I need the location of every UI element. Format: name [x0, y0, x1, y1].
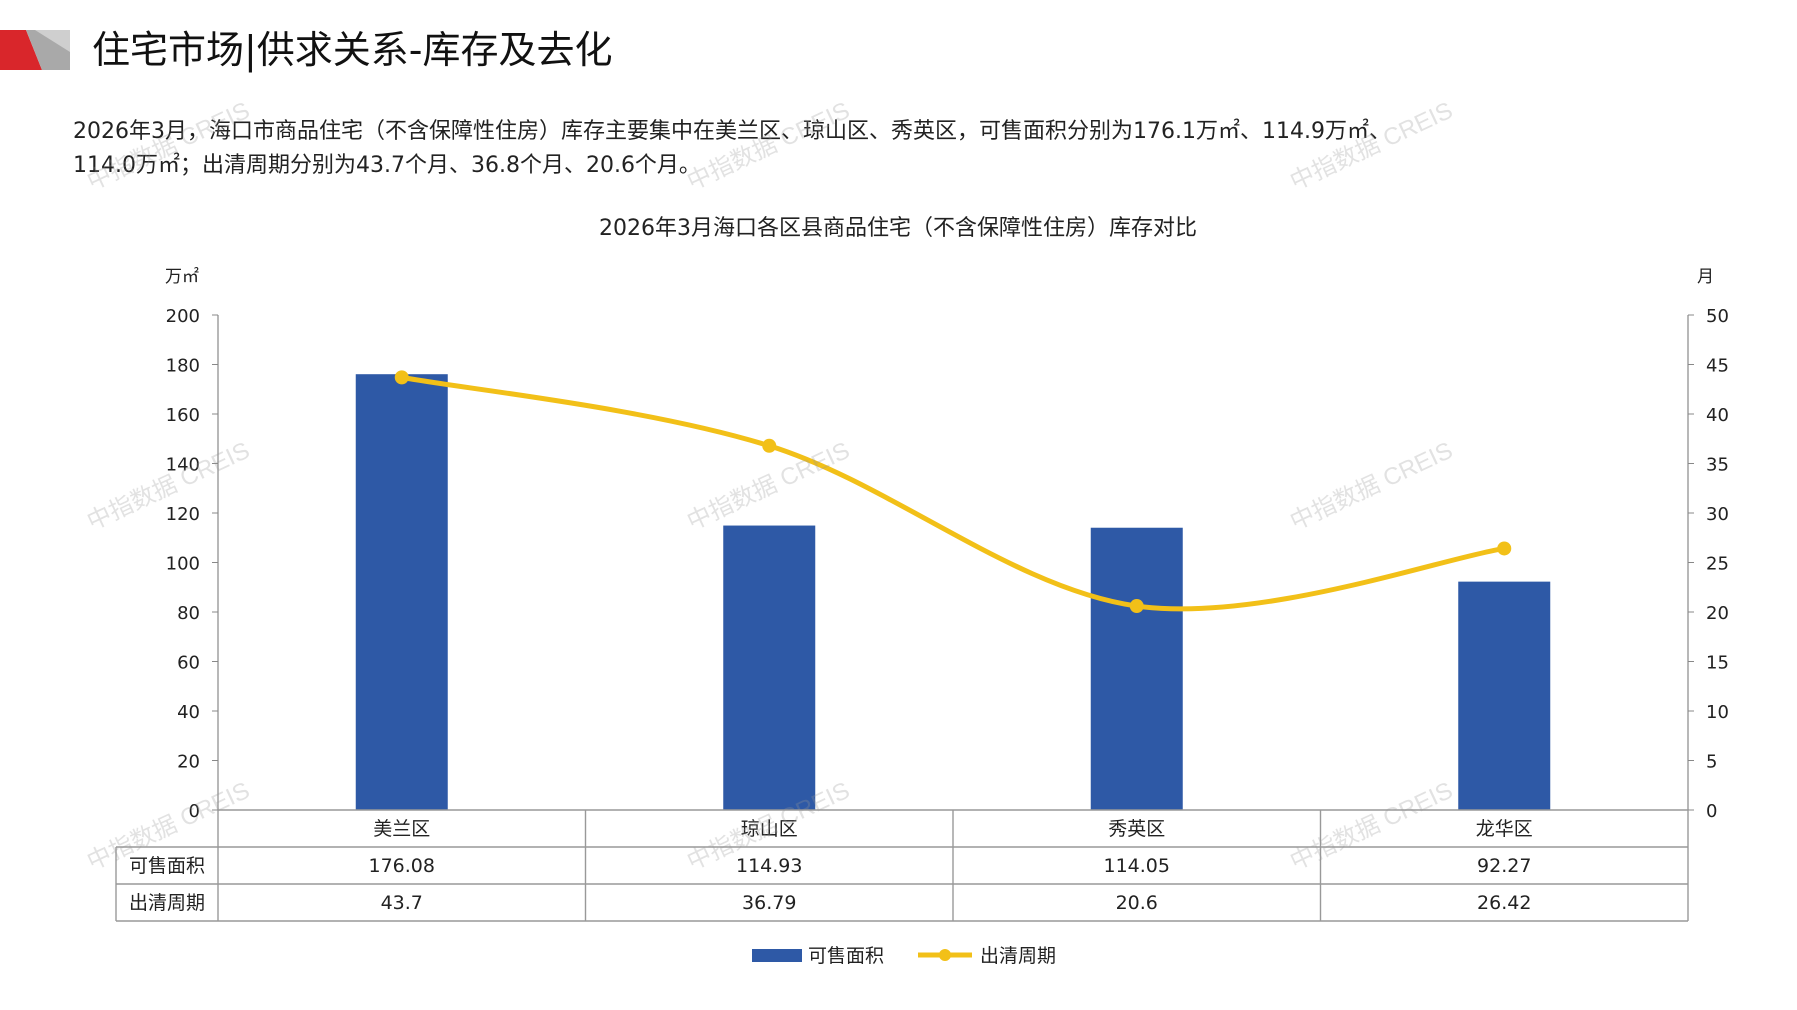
- right-tick-label: 40: [1706, 405, 1729, 426]
- category-label: 龙华区: [1476, 818, 1533, 840]
- left-tick-label: 0: [189, 801, 200, 822]
- legend-bar-label: 可售面积: [808, 945, 884, 967]
- bar-series: [355, 374, 1551, 810]
- right-tick-label: 20: [1706, 603, 1729, 624]
- right-tick-label: 25: [1706, 554, 1729, 575]
- right-tick-label: 45: [1706, 356, 1729, 377]
- left-tick-label: 180: [166, 356, 200, 377]
- right-axis: 0 5 10 15 20 25 30 35 40 45 50: [1688, 306, 1729, 822]
- category-label: 美兰区: [373, 818, 430, 840]
- right-tick-label: 5: [1706, 752, 1717, 773]
- table-value: 26.42: [1477, 892, 1531, 914]
- left-tick-label: 200: [166, 306, 200, 327]
- summary-line-2: 114.0万㎡；出清周期分别为43.7个月、36.8个月、20.6个月。: [73, 152, 701, 178]
- right-tick-label: 30: [1706, 504, 1729, 525]
- table-value: 20.6: [1116, 892, 1158, 914]
- line-point: [1129, 599, 1144, 614]
- category-label: 琼山区: [741, 818, 798, 840]
- right-tick-label: 50: [1706, 306, 1729, 327]
- page-title: 住宅市场|供求关系-库存及去化: [92, 28, 613, 73]
- table-value: 43.7: [381, 892, 423, 914]
- line-point: [1497, 541, 1512, 556]
- line-series: [394, 370, 1512, 614]
- left-tick-label: 140: [166, 455, 200, 476]
- table-value: 114.05: [1104, 855, 1170, 877]
- right-tick-label: 15: [1706, 653, 1729, 674]
- table-value: 176.08: [369, 855, 435, 877]
- left-axis: 0 20 40 60 80 100 120 140 160 180 200: [166, 306, 218, 822]
- legend-bar-swatch: [752, 949, 802, 962]
- line-point: [762, 438, 777, 453]
- left-tick-label: 20: [177, 752, 200, 773]
- bar: [1458, 581, 1551, 810]
- legend: 可售面积 出清周期: [752, 945, 1056, 967]
- left-tick-label: 40: [177, 702, 200, 723]
- line-point: [394, 370, 409, 385]
- chart-title: 2026年3月海口各区县商品住宅（不含保障性住房）库存对比: [599, 216, 1197, 241]
- left-tick-label: 60: [177, 653, 200, 674]
- right-axis-unit: 月: [1697, 267, 1714, 287]
- table-value: 92.27: [1477, 855, 1531, 877]
- left-tick-label: 100: [166, 554, 200, 575]
- left-tick-label: 80: [177, 603, 200, 624]
- summary-line-1: 2026年3月，海口市商品住宅（不含保障性住房）库存主要集中在美兰区、琼山区、秀…: [73, 118, 1391, 144]
- left-tick-label: 120: [166, 504, 200, 525]
- table-value: 114.93: [736, 855, 802, 877]
- brand-logo: [0, 30, 70, 70]
- right-tick-label: 10: [1706, 702, 1729, 723]
- bar: [723, 525, 816, 810]
- legend-line-marker: [939, 949, 951, 961]
- right-tick-label: 35: [1706, 455, 1729, 476]
- left-axis-unit: 万㎡: [165, 267, 199, 287]
- table-row-label: 可售面积: [129, 855, 205, 877]
- table-value: 36.79: [742, 892, 796, 914]
- series-line: [401, 374, 1505, 612]
- table-row-label: 出清周期: [129, 892, 205, 914]
- legend-line-label: 出清周期: [980, 945, 1056, 967]
- right-tick-label: 0: [1706, 801, 1717, 822]
- bar: [1090, 527, 1183, 810]
- category-label: 秀英区: [1108, 818, 1165, 840]
- left-tick-label: 160: [166, 405, 200, 426]
- bar: [355, 374, 448, 810]
